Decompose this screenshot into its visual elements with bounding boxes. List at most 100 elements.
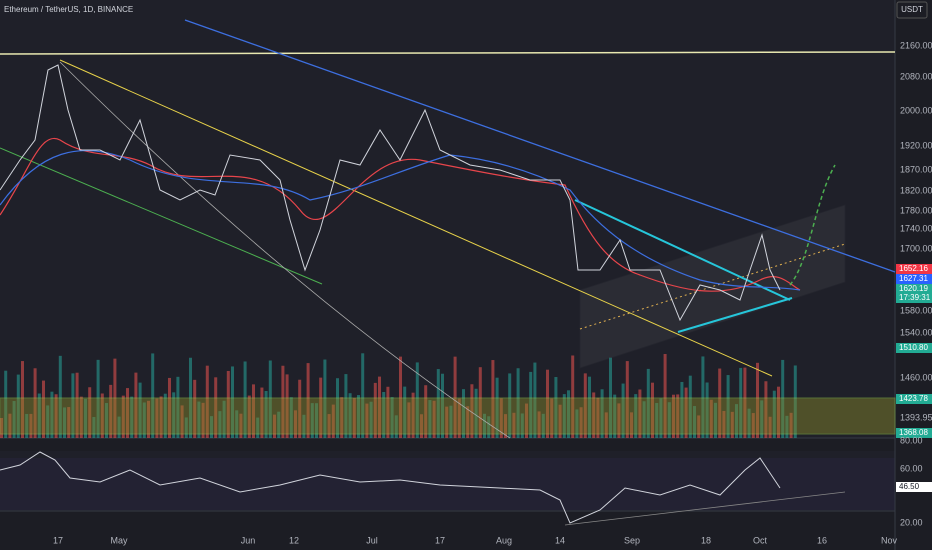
volume-bar (705, 382, 709, 438)
volume-bar (567, 390, 570, 438)
volume-bar (310, 403, 314, 438)
volume-bar (491, 360, 495, 438)
volume-bar (642, 401, 646, 438)
volume-bar (747, 408, 751, 438)
volume-bar (546, 369, 549, 438)
rsi-trend (564, 491, 846, 526)
volume-bar (789, 412, 793, 438)
volume-bar (478, 367, 482, 438)
volume-bar (760, 400, 764, 438)
price-label: 1870.00 (900, 164, 932, 174)
volume-bar (58, 355, 62, 438)
volume-bar (231, 366, 234, 438)
volume-bar (726, 375, 730, 438)
rsi-band (0, 458, 895, 510)
volume-bar (92, 417, 96, 438)
volume-bar (676, 394, 680, 438)
rsi-label: 60.00 (900, 463, 923, 473)
rsi-badge-label: 46.50 (899, 482, 920, 491)
time-label: May (110, 535, 128, 545)
time-label: 16 (817, 535, 827, 545)
volume-bar (298, 379, 302, 438)
price-badge (896, 343, 932, 353)
volume-bar (516, 368, 520, 438)
volume-bar (273, 414, 276, 438)
time-label: 17 (435, 535, 445, 545)
volume-bar (621, 383, 625, 438)
volume-bar (693, 406, 696, 438)
price-pane (0, 0, 895, 438)
volume-bar (378, 376, 381, 438)
volume-bar (457, 398, 461, 438)
volume-bar (714, 402, 717, 438)
price-label: 1820.00 (900, 185, 932, 195)
volume-bar (462, 389, 465, 438)
volume-bar (600, 389, 604, 438)
support-zone (0, 397, 896, 435)
volume-bar (189, 357, 192, 438)
volume-bar (466, 406, 470, 438)
price-badge-label: 1652.16 (899, 264, 928, 273)
volume-bar (239, 413, 243, 438)
volume-bar (348, 393, 352, 438)
sma-line (0, 149, 801, 291)
volume-bar (218, 411, 222, 438)
rsi-label: 20.00 (900, 517, 923, 527)
volume-bar (201, 402, 205, 438)
volume-bar (323, 359, 327, 438)
volume-bar (264, 390, 268, 438)
volume-bar (428, 400, 432, 438)
time-label: Jul (366, 535, 378, 545)
volume-bars (0, 353, 797, 438)
volume-bar (0, 418, 3, 438)
price-badge-label: 1627.31 (899, 274, 928, 283)
volume-bar (495, 377, 499, 438)
volume-bar (764, 381, 768, 438)
volume-bar (382, 391, 386, 438)
volume-bar (176, 376, 180, 438)
volume-bar (432, 400, 436, 438)
volume-bar (688, 375, 692, 438)
volume-bar (113, 358, 117, 438)
currency-button-label[interactable]: USDT (901, 5, 923, 14)
volume-bar (214, 377, 218, 438)
price-badge-label: 1510.80 (899, 343, 928, 352)
volume-bar (352, 398, 356, 438)
volume-bar (617, 403, 621, 438)
volume-bar (256, 417, 260, 438)
volume-bar (709, 399, 713, 438)
volume-bar (4, 370, 8, 438)
price-badge-label: 1620.19 (899, 284, 928, 293)
volume-bar (558, 404, 562, 438)
volume-bar (575, 409, 579, 438)
volume-bar (474, 388, 478, 438)
volume-bar (386, 386, 390, 438)
volume-bar (109, 384, 113, 438)
volume-bar (243, 361, 247, 438)
volume-bar (138, 382, 142, 438)
time-label: Aug (496, 535, 512, 545)
volume-bar (630, 412, 633, 438)
price-label: 1740.00 (900, 223, 932, 233)
price-badge-label: 17:39:31 (899, 293, 931, 302)
volume-bar (415, 362, 419, 438)
currency-button[interactable] (896, 1, 928, 19)
volume-bar (390, 397, 394, 438)
time-label: Jun (241, 535, 256, 545)
volume-bar (25, 413, 29, 438)
volume-bar (71, 373, 75, 438)
volume-bar (21, 361, 24, 438)
volume-bar (369, 401, 373, 438)
resistance-line (0, 51, 896, 55)
volume-bar (344, 374, 348, 438)
volume-bar (663, 354, 667, 438)
volume-bar (33, 368, 37, 438)
volume-bar (327, 414, 331, 438)
volume-bar (193, 379, 197, 438)
volume-bar (407, 402, 411, 438)
volume-bar (625, 361, 629, 438)
time-label: 12 (289, 535, 299, 545)
volume-bar (735, 404, 738, 438)
